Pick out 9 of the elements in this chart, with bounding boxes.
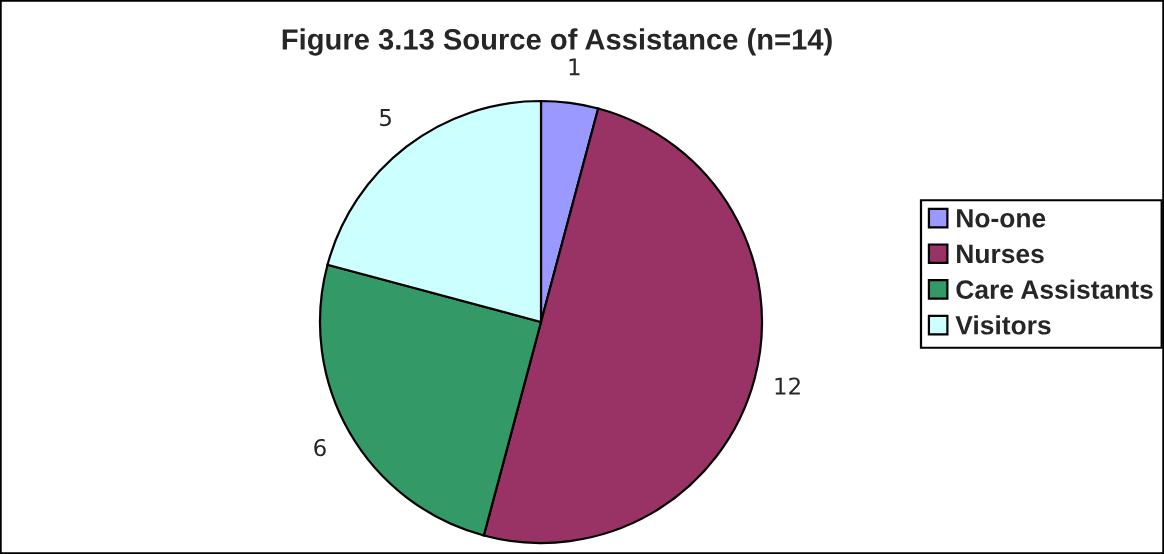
chart-title: Figure 3.13 Source of Assistance (n=14) bbox=[282, 28, 832, 56]
legend-label: Care Assistants bbox=[956, 279, 1153, 299]
legend-label: Visitors bbox=[955, 315, 1051, 335]
data-label: 5 bbox=[380, 109, 391, 127]
data-label: 1 bbox=[569, 58, 580, 76]
data-label: 6 bbox=[314, 438, 326, 457]
legend-label: No-one bbox=[957, 209, 1046, 228]
data-label: 12 bbox=[775, 377, 800, 395]
legend-label: Nurses bbox=[957, 244, 1044, 264]
